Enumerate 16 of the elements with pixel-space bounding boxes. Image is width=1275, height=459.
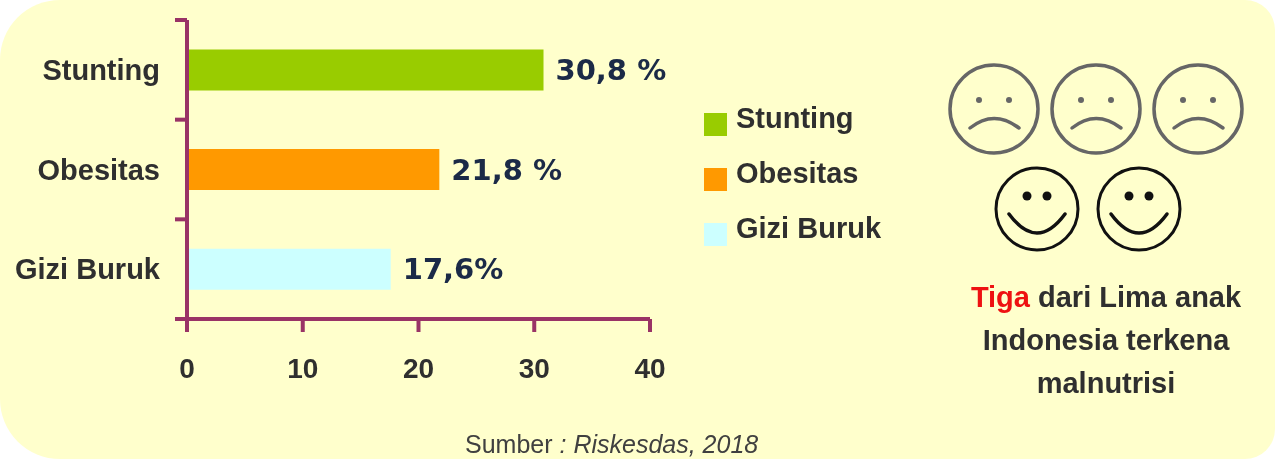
legend-label: Stunting [736,102,854,134]
legend-label: Obesitas [736,157,859,189]
x-tick-label: 30 [518,353,550,384]
y-tick-label: Stunting [42,53,160,86]
data-label: 21,8 % [451,152,563,187]
text: Sumber : Riskesdas, 2018 [465,430,759,458]
x-tick-label: 40 [634,353,666,384]
data-label: 17,6% [402,252,504,287]
x-tick-label: 20 [402,353,435,384]
y-tick-label: Gizi Buruk [14,253,161,286]
y-tick-label: Obesitas [37,153,160,186]
data-label: 30,8 % [555,52,667,87]
legend-label: Gizi Buruk [736,212,882,244]
x-tick-label: 0 [179,353,195,384]
text: Tiga dari Lima anak Indonesia terkena malnutrisi [969,280,1243,401]
x-tick-label: 10 [287,353,319,384]
